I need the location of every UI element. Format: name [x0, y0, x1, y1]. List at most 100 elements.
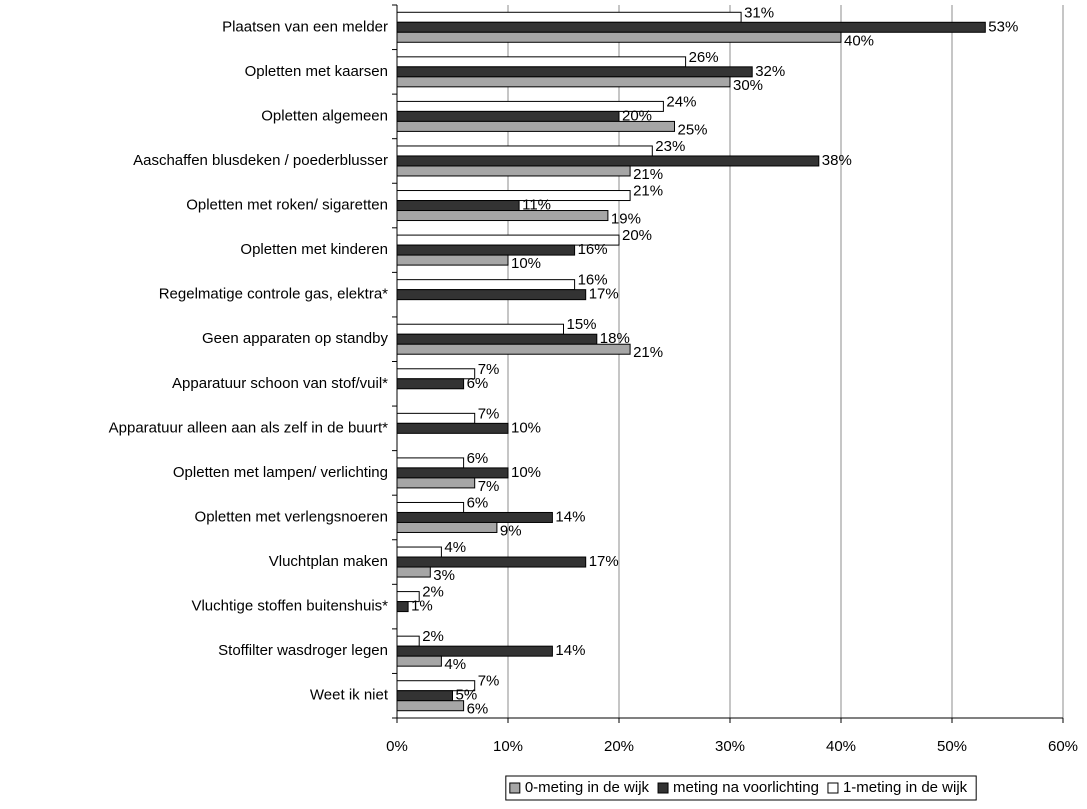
value-label: 21% — [633, 166, 663, 183]
value-label: 30% — [733, 77, 763, 94]
value-label: 2% — [422, 584, 444, 601]
bar — [396, 566, 431, 578]
value-label: 14% — [555, 508, 585, 525]
x-tick-label: 30% — [715, 738, 745, 755]
bar — [396, 655, 442, 667]
value-label: 7% — [478, 478, 500, 495]
category-label: Aaschaffen blusdeken / poederblusser — [133, 152, 388, 169]
bar — [396, 368, 476, 380]
value-label: 9% — [500, 522, 522, 539]
legend-label: meting na voorlichting — [673, 779, 819, 796]
value-label: 7% — [478, 405, 500, 422]
bar — [396, 601, 409, 613]
x-tick-label: 50% — [937, 738, 967, 755]
category-label: Plaatsen van een melder — [222, 18, 388, 35]
value-label: 21% — [633, 344, 663, 361]
bar — [396, 477, 476, 489]
bar — [396, 66, 753, 78]
bar — [396, 645, 553, 657]
legend-box — [505, 775, 977, 801]
category-label: Opletten met verlengsnoeren — [195, 508, 388, 525]
x-tick-label: 0% — [386, 738, 408, 755]
bar — [396, 76, 731, 88]
category-label: Geen apparaten op standby — [202, 330, 388, 347]
bar — [396, 521, 498, 533]
value-label: 25% — [678, 121, 708, 138]
value-label: 6% — [467, 701, 489, 718]
bar — [396, 412, 476, 424]
value-label: 10% — [511, 464, 541, 481]
value-label: 15% — [567, 316, 597, 333]
value-label: 10% — [511, 255, 541, 272]
value-label: 4% — [444, 539, 466, 556]
bar — [396, 145, 653, 157]
bar — [396, 467, 509, 479]
bar — [396, 190, 631, 202]
value-label: 7% — [478, 361, 500, 378]
value-label: 53% — [988, 18, 1018, 35]
category-label: Apparatuur schoon van stof/vuil* — [172, 375, 388, 392]
value-label: 31% — [744, 4, 774, 21]
bar — [396, 110, 620, 122]
value-label: 3% — [433, 567, 455, 584]
value-label: 16% — [578, 241, 608, 258]
value-label: 6% — [467, 494, 489, 511]
bar — [396, 120, 675, 132]
bar — [396, 635, 420, 647]
value-label: 24% — [666, 93, 696, 110]
category-label: Opletten met roken/ sigaretten — [186, 197, 388, 214]
category-label: Opletten met lampen/ verlichting — [173, 464, 388, 481]
bar — [396, 56, 687, 68]
legend-swatch — [657, 782, 669, 794]
x-tick-label: 10% — [493, 738, 523, 755]
legend-swatch — [509, 782, 521, 794]
value-label: 2% — [422, 628, 444, 645]
value-label: 10% — [511, 419, 541, 436]
bar — [396, 279, 576, 291]
x-tick-label: 20% — [604, 738, 634, 755]
category-label: Stoffilter wasdroger legen — [218, 642, 388, 659]
value-label: 5% — [456, 687, 478, 704]
category-label: Opletten met kinderen — [240, 241, 388, 258]
bar — [396, 690, 453, 702]
bar — [396, 21, 986, 33]
category-label: Weet ik niet — [310, 687, 389, 704]
value-label: 32% — [755, 63, 785, 80]
bar — [396, 556, 587, 568]
category-label: Opletten met kaarsen — [245, 63, 388, 80]
value-label: 20% — [622, 227, 652, 244]
value-label: 21% — [633, 183, 663, 200]
value-label: 4% — [444, 656, 466, 673]
bar — [396, 457, 465, 469]
bar — [396, 422, 509, 434]
bar — [396, 511, 553, 523]
value-label: 26% — [689, 49, 719, 66]
category-label: Vluchtige stoffen buitenshuis* — [191, 598, 388, 615]
bar — [396, 254, 509, 266]
value-label: 19% — [611, 211, 641, 228]
value-label: 38% — [822, 152, 852, 169]
bar — [396, 700, 465, 712]
legend-label: 1-meting in de wijk — [843, 779, 968, 796]
category-label: Apparatuur alleen aan als zelf in de buu… — [109, 419, 389, 436]
value-label: 6% — [467, 450, 489, 467]
value-label: 17% — [589, 286, 619, 303]
legend-label: 0-meting in de wijk — [525, 779, 650, 796]
bar — [396, 210, 609, 222]
bar — [396, 289, 587, 301]
value-label: 17% — [589, 553, 619, 570]
value-label: 1% — [411, 598, 433, 615]
x-tick-label: 60% — [1048, 738, 1078, 755]
bar — [396, 378, 465, 390]
bar — [396, 200, 520, 212]
bar — [396, 501, 465, 513]
bar — [396, 333, 598, 345]
bar — [396, 343, 631, 355]
category-label: Regelmatige controle gas, elektra* — [159, 286, 388, 303]
bar — [396, 11, 742, 23]
bar — [396, 546, 442, 558]
bar — [396, 165, 631, 177]
value-label: 40% — [844, 32, 874, 49]
value-label: 6% — [467, 375, 489, 392]
